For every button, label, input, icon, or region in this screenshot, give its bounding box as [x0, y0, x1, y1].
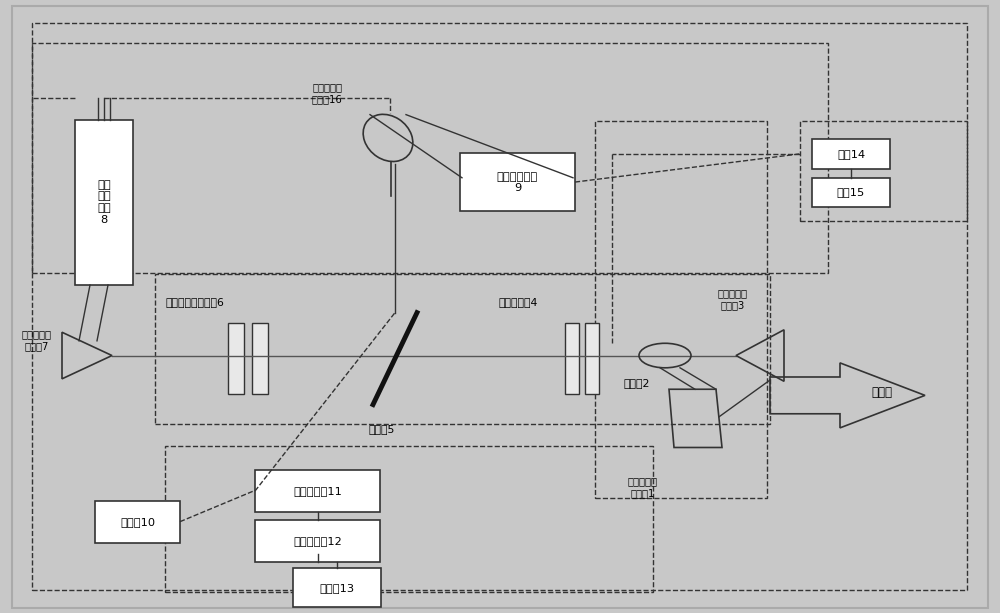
Bar — [812, 178, 890, 207]
Text: 电源14: 电源14 — [837, 149, 865, 159]
Text: 温控笘10: 温控笘10 — [120, 517, 155, 527]
Text: 法布里珂罗干涉关6: 法布里珂罗干涉关6 — [165, 297, 224, 306]
Text: 斩波器2: 斩波器2 — [623, 378, 649, 388]
Bar — [595, 121, 767, 498]
Bar — [255, 470, 380, 512]
Text: 分光锵5: 分光锵5 — [368, 424, 394, 434]
Text: 锁相放大器11: 锁相放大器11 — [293, 486, 342, 496]
Bar — [293, 568, 381, 607]
Text: 高轴抛物面
反射镴3: 高轴抛物面 反射镴3 — [718, 288, 748, 310]
Text: 前置滤波关4: 前置滤波关4 — [498, 297, 537, 306]
Bar — [252, 323, 268, 394]
Text: 工控朱13: 工控朱13 — [319, 582, 355, 593]
Text: 高轴抛物面
反射镴7: 高轴抛物面 反射镴7 — [22, 329, 52, 351]
Bar — [565, 323, 579, 394]
Bar — [812, 139, 890, 169]
Bar — [32, 43, 828, 273]
Text: 离轴抛物面
反射镗16: 离轴抛物面 反射镗16 — [312, 82, 343, 104]
Bar — [155, 274, 770, 424]
Text: 锁相放大器12: 锁相放大器12 — [293, 536, 342, 546]
Bar — [585, 323, 599, 394]
Bar — [228, 323, 244, 394]
Bar — [75, 120, 133, 285]
Text: 入射光: 入射光 — [872, 386, 893, 399]
Bar — [460, 153, 575, 211]
Bar — [255, 520, 380, 562]
Text: 电源15: 电源15 — [837, 188, 865, 197]
Bar — [95, 501, 180, 543]
Text: 高轴抛物面
反射镴1: 高轴抛物面 反射镴1 — [628, 476, 658, 498]
Bar — [800, 121, 967, 221]
Text: 铟镇牀探测器
9: 铟镇牀探测器 9 — [497, 172, 538, 193]
Text: 铟镇
牀探
测器
8: 铟镇 牀探 测器 8 — [97, 180, 111, 225]
Bar — [165, 446, 653, 592]
